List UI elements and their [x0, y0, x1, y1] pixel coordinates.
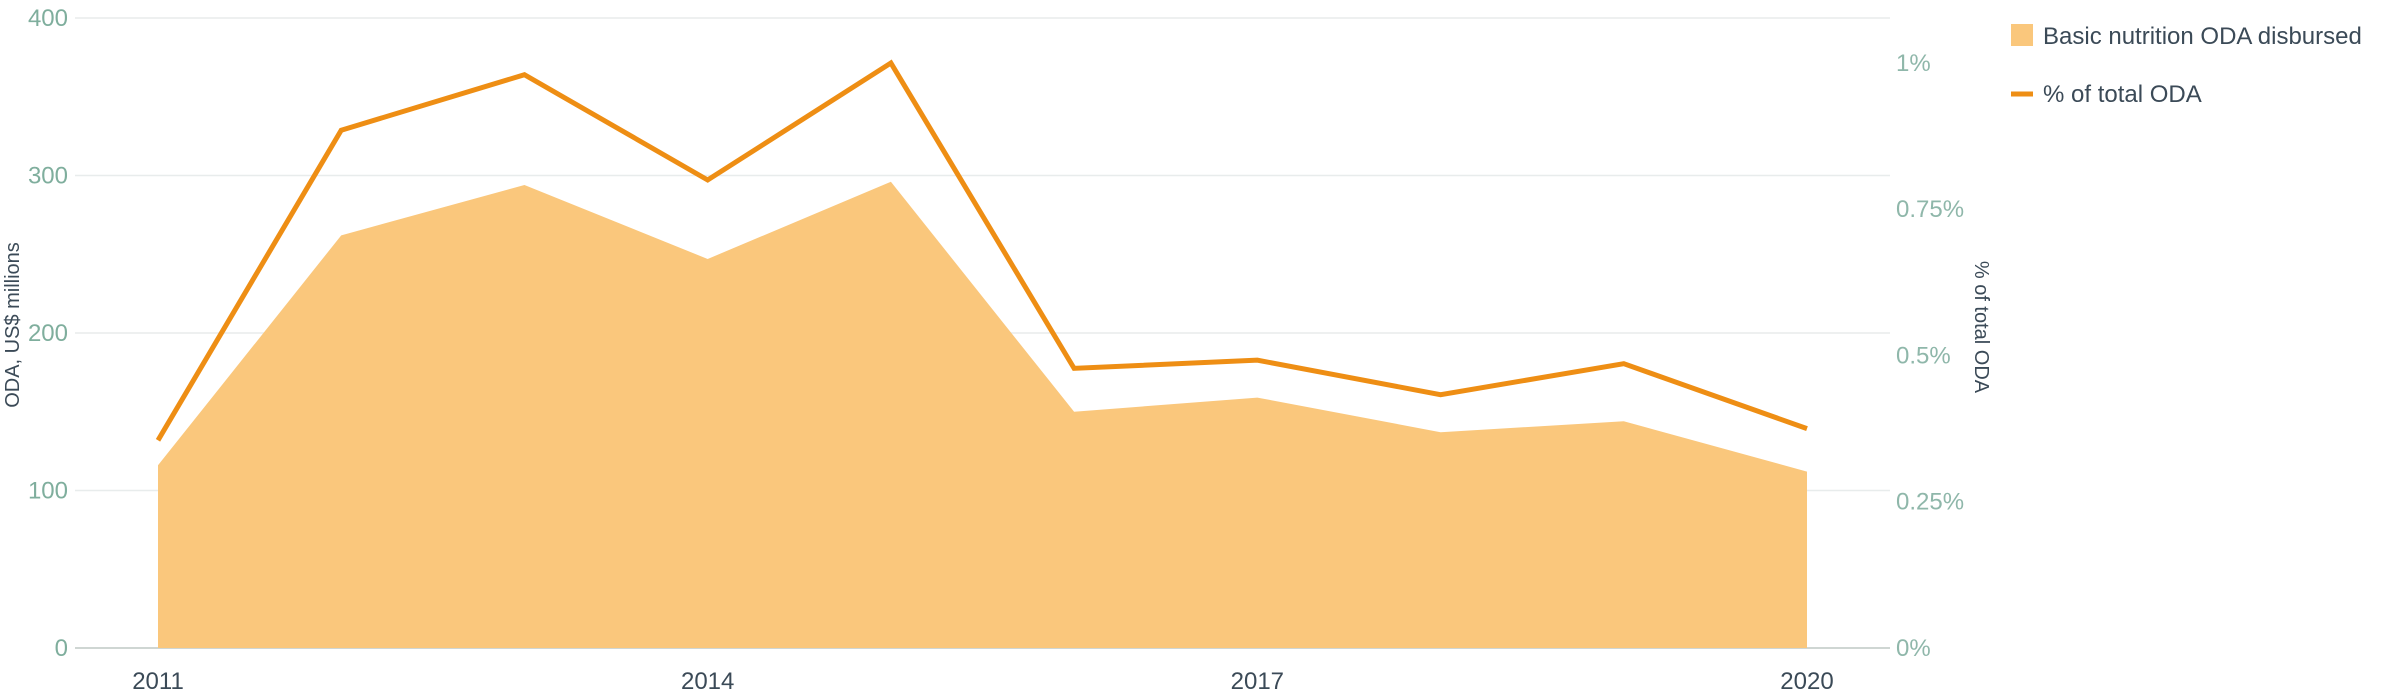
area-layer: [158, 181, 1807, 649]
y-right-tick-label: 0.5%: [1896, 342, 1951, 369]
y-right-tick-label: 0.75%: [1896, 196, 1964, 223]
y-right-tick-label: 0%: [1896, 635, 1931, 662]
right-axis-title: % of total ODA: [1970, 261, 1992, 394]
y-left-tick-label: 0: [55, 635, 68, 662]
x-tick-label: 2011: [132, 668, 184, 695]
y-left-tick-label: 200: [28, 320, 68, 347]
axis-layer: ODA, US$ millions % of total ODA 0 100 200…: [2, 5, 1992, 695]
line-layer: [155, 59, 1808, 442]
legend-label-area[interactable]: Basic nutrition ODA disbursed: [2043, 23, 2362, 50]
y-left-tick-label: 300: [28, 163, 68, 190]
x-tick-label: 2020: [1780, 668, 1833, 695]
x-tick-label: 2017: [1231, 668, 1284, 695]
area-series-basic-nutrition[interactable]: [158, 181, 1807, 649]
y-left-tick-label: 400: [28, 5, 68, 32]
legend-label-line[interactable]: % of total ODA: [2043, 81, 2202, 108]
left-axis-title: ODA, US$ millions: [2, 242, 24, 408]
line-series-pct-total-oda[interactable]: [155, 59, 1808, 442]
y-right-tick-label: 0.25%: [1896, 489, 1964, 516]
legend: Basic nutrition ODA disbursed % of total…: [2011, 23, 2362, 108]
y-right-tick-label: 1%: [1896, 50, 1931, 77]
legend-swatch-area[interactable]: [2011, 24, 2033, 46]
y-left-tick-label: 100: [28, 478, 68, 505]
x-tick-label: 2014: [681, 668, 734, 695]
